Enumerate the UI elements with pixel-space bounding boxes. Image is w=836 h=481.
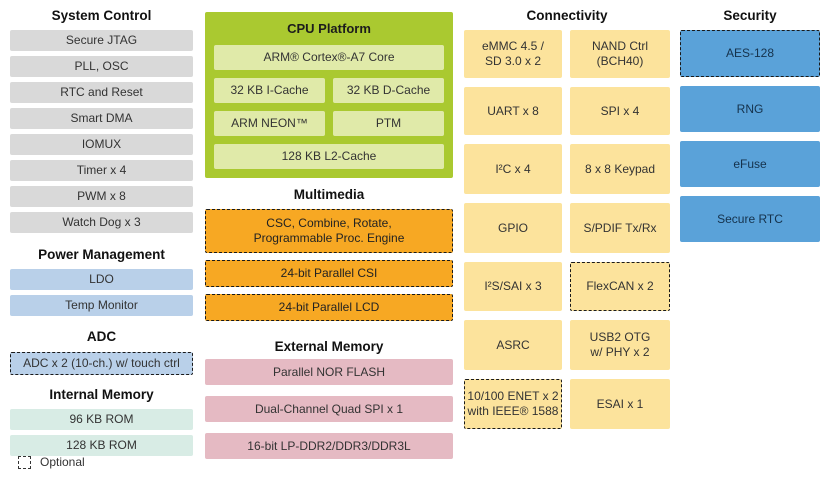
block-flexcan: FlexCAN x 2 bbox=[570, 262, 670, 311]
optional-legend-icon bbox=[18, 455, 31, 469]
block-cortex-a7-core: ARM® Cortex®-A7 Core bbox=[214, 45, 444, 70]
block-pwm: PWM x 8 bbox=[10, 186, 193, 207]
block-spdif: S/PDIF Tx/Rx bbox=[570, 203, 670, 253]
column-system-control: System Control Secure JTAG PLL, OSC RTC … bbox=[10, 8, 193, 461]
block-enet: 10/100 ENET x 2 with IEEE® 1588 bbox=[464, 379, 562, 429]
block-rtc-and-reset: RTC and Reset bbox=[10, 82, 193, 103]
block-spi: SPI x 4 bbox=[570, 87, 670, 135]
block-watchdog: Watch Dog x 3 bbox=[10, 212, 193, 233]
block-asrc: ASRC bbox=[464, 320, 562, 370]
block-lpddr: 16-bit LP-DDR2/DDR3/DDR3L bbox=[205, 433, 453, 459]
block-ldo: LDO bbox=[10, 269, 193, 290]
block-emmc-sd: eMMC 4.5 / SD 3.0 x 2 bbox=[464, 30, 562, 78]
block-secure-rtc: Secure RTC bbox=[680, 196, 820, 242]
column-cpu-platform: CPU Platform ARM® Cortex®-A7 Core 32 KB … bbox=[205, 12, 453, 470]
block-esai: ESAI x 1 bbox=[570, 379, 670, 429]
block-usb2-otg: USB2 OTG w/ PHY x 2 bbox=[570, 320, 670, 370]
section-title-connectivity: Connectivity bbox=[526, 8, 608, 23]
block-parallel-csi: 24-bit Parallel CSI bbox=[205, 260, 453, 287]
block-128kb-rom: 128 KB ROM bbox=[10, 435, 193, 456]
connectivity-grid: eMMC 4.5 / SD 3.0 x 2 NAND Ctrl (BCH40) … bbox=[464, 30, 670, 429]
block-nand-ctrl: NAND Ctrl (BCH40) bbox=[570, 30, 670, 78]
section-title-adc: ADC bbox=[86, 329, 117, 344]
block-ptm: PTM bbox=[333, 111, 444, 136]
block-keypad: 8 x 8 Keypad bbox=[570, 144, 670, 194]
block-i2c: I²C x 4 bbox=[464, 144, 562, 194]
block-arm-neon: ARM NEON™ bbox=[214, 111, 325, 136]
block-l2-cache: 128 KB L2-Cache bbox=[214, 144, 444, 169]
legend-optional: Optional bbox=[18, 455, 85, 469]
section-title-power-management: Power Management bbox=[38, 247, 165, 262]
legend-label: Optional bbox=[40, 455, 85, 469]
block-adc: ADC x 2 (10-ch.) w/ touch ctrl bbox=[10, 352, 193, 375]
block-96kb-rom: 96 KB ROM bbox=[10, 409, 193, 430]
section-title-multimedia: Multimedia bbox=[293, 187, 365, 202]
column-connectivity: Connectivity eMMC 4.5 / SD 3.0 x 2 NAND … bbox=[464, 8, 670, 429]
block-parallel-lcd: 24-bit Parallel LCD bbox=[205, 294, 453, 321]
block-efuse: eFuse bbox=[680, 141, 820, 187]
block-smart-dma: Smart DMA bbox=[10, 108, 193, 129]
block-i2s-sai: I²S/SAI x 3 bbox=[464, 262, 562, 311]
block-uart: UART x 8 bbox=[464, 87, 562, 135]
section-title-external-memory: External Memory bbox=[274, 339, 384, 354]
block-secure-jtag: Secure JTAG bbox=[10, 30, 193, 51]
block-temp-monitor: Temp Monitor bbox=[10, 295, 193, 316]
block-dcache: 32 KB D-Cache bbox=[333, 78, 444, 103]
section-title-internal-memory: Internal Memory bbox=[49, 387, 154, 402]
block-timer: Timer x 4 bbox=[10, 160, 193, 181]
section-title-cpu-platform: CPU Platform bbox=[287, 21, 371, 36]
block-iomux: IOMUX bbox=[10, 134, 193, 155]
block-icache: 32 KB I-Cache bbox=[214, 78, 325, 103]
block-nor-flash: Parallel NOR FLASH bbox=[205, 359, 453, 385]
section-title-system-control: System Control bbox=[51, 8, 152, 23]
block-rng: RNG bbox=[680, 86, 820, 132]
cpu-platform-block: CPU Platform ARM® Cortex®-A7 Core 32 KB … bbox=[205, 12, 453, 178]
block-csc-engine: CSC, Combine, Rotate, Programmable Proc.… bbox=[205, 209, 453, 253]
block-quad-spi: Dual-Channel Quad SPI x 1 bbox=[205, 396, 453, 422]
section-title-security: Security bbox=[723, 8, 777, 23]
block-gpio: GPIO bbox=[464, 203, 562, 253]
column-security: Security AES-128 RNG eFuse Secure RTC bbox=[680, 8, 820, 251]
block-aes-128: AES-128 bbox=[680, 30, 820, 77]
block-pll-osc: PLL, OSC bbox=[10, 56, 193, 77]
